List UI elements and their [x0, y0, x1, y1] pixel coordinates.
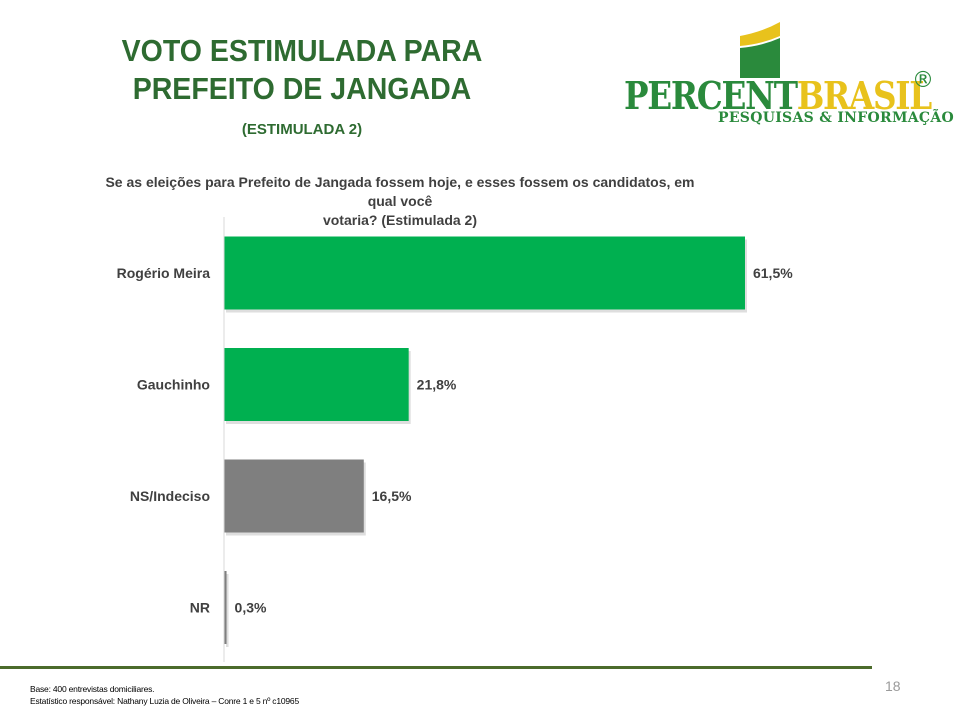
value-label-1: 21,8%	[417, 377, 457, 393]
bar-3	[224, 571, 227, 644]
page-title: VOTO ESTIMULADA PARA PREFEITO DE JANGADA	[79, 32, 524, 108]
percentbrasil-logo: PERCENTBRASIL ® PESQUISAS & INFORMAÇÃO	[622, 22, 954, 132]
question-line-1: Se as eleições para Prefeito de Jangada …	[105, 174, 695, 209]
bar-shadow	[226, 574, 229, 647]
bar-2	[224, 459, 364, 533]
category-label-1: Gauchinho	[137, 377, 210, 393]
logo-name-part1: PERCENT	[624, 73, 798, 118]
logo-name-part2: BRASIL	[796, 73, 933, 118]
flag-icon	[740, 22, 780, 78]
bar-1	[224, 348, 409, 421]
title-line-2: PREFEITO DE JANGADA	[132, 71, 472, 106]
logo-tagline: PESQUISAS & INFORMAÇÃO	[718, 110, 955, 126]
bar-0	[224, 236, 745, 310]
page-subtitle: (ESTIMULADA 2)	[241, 121, 363, 138]
chart-question: Se as eleições para Prefeito de Jangada …	[100, 173, 700, 230]
value-label-3: 0,3%	[235, 600, 267, 616]
page-number: 18	[885, 678, 901, 694]
footnote: Base: 400 entrevistas domiciliares. Esta…	[30, 683, 299, 707]
question-line-2: votaria? (Estimulada 2)	[322, 212, 478, 228]
footer-divider	[0, 666, 872, 669]
value-label-0: 61,5%	[753, 265, 793, 281]
title-line-1: VOTO ESTIMULADA PARA	[121, 33, 483, 68]
category-label-2: NS/Indeciso	[130, 488, 210, 504]
footnote-statistician: Estatístico responsável: Nathany Luzia d…	[30, 696, 299, 706]
category-label-0: Rogério Meira	[117, 265, 211, 281]
logo-wordmark: PERCENTBRASIL	[624, 73, 933, 118]
category-label-3: NR	[190, 600, 210, 616]
value-label-2: 16,5%	[372, 488, 412, 504]
footnote-base: Base: 400 entrevistas domiciliares.	[30, 684, 155, 694]
registered-mark: ®	[912, 68, 934, 93]
